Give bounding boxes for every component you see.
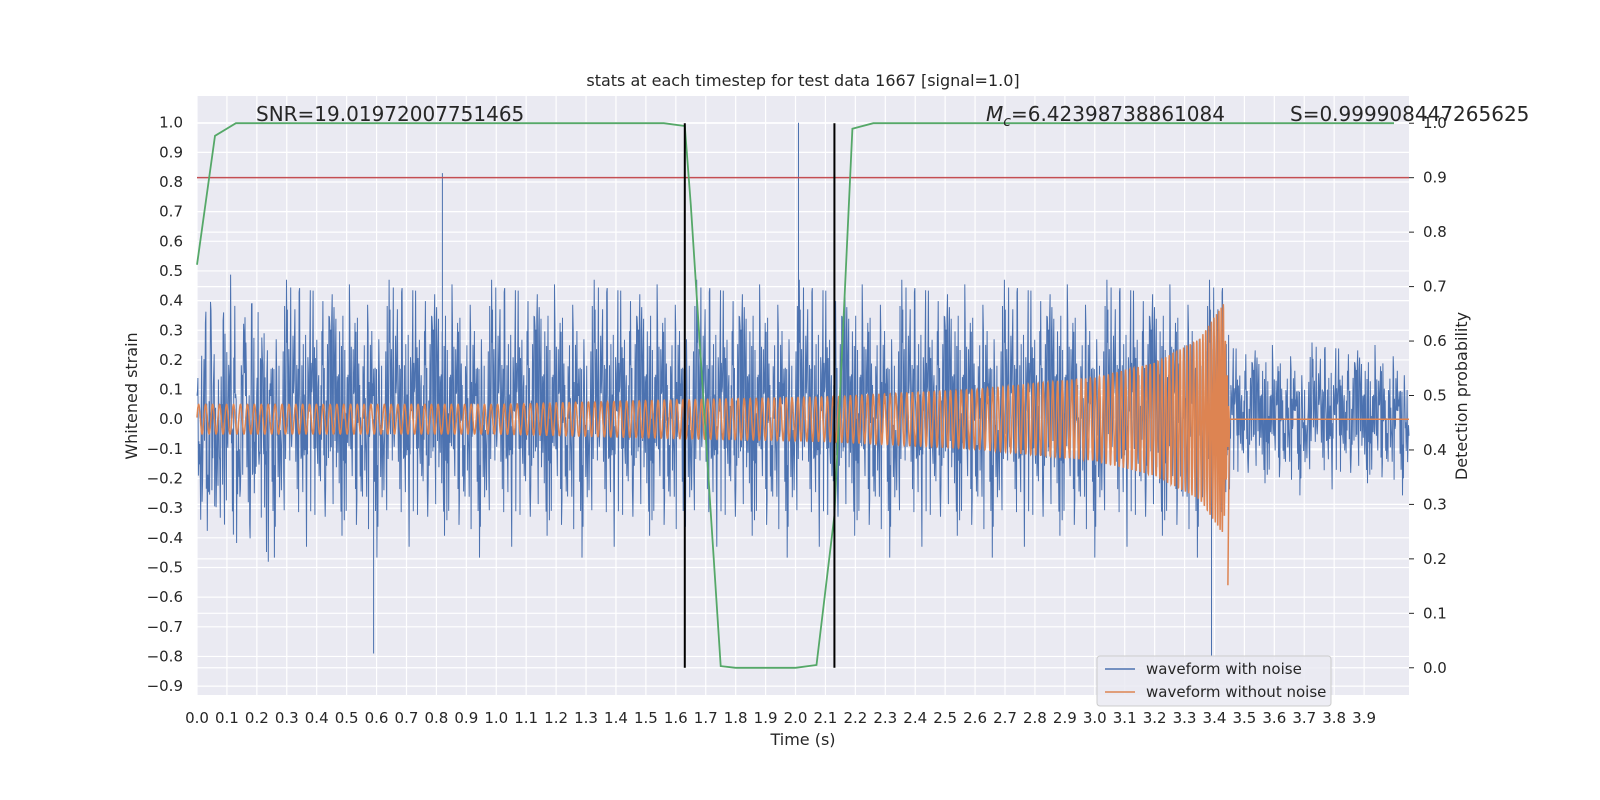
y-tick-labels: 1.0 0.9 0.8 0.7 0.6 0.5 0.4 0.3 0.2 0.1 0.0 −0.1 −0.… xyxy=(147,114,183,695)
y-tick-label: 0.5 xyxy=(159,262,183,280)
y-tick-label: 0.3 xyxy=(159,321,183,339)
y2-axis-label: Detection probability xyxy=(1452,312,1471,480)
x-tick-label: 2.1 xyxy=(814,709,838,727)
x-tick-label: 3.9 xyxy=(1352,709,1376,727)
x-tick-label: 1.1 xyxy=(514,709,538,727)
y2-tick-label: 0.8 xyxy=(1423,223,1447,241)
x-tick-label: 1.2 xyxy=(544,709,568,727)
x-tick-label: 3.6 xyxy=(1262,709,1286,727)
y-axis-label: Whitened strain xyxy=(122,332,141,459)
y-tick-label: 1.0 xyxy=(159,114,183,132)
x-tick-label: 1.7 xyxy=(694,709,718,727)
y2-tick-label: 0.3 xyxy=(1423,495,1447,513)
y2-tick-label: 0.2 xyxy=(1423,550,1447,568)
x-tick-label: 2.7 xyxy=(993,709,1017,727)
y-tick-label: −0.3 xyxy=(147,499,183,517)
y-tick-label: −0.2 xyxy=(147,470,183,488)
chirp-mass-annotation: Mc=6.42398738861084 xyxy=(986,102,1225,130)
y-tick-label: 0.1 xyxy=(159,381,183,399)
x-tick-labels: 0.0 0.1 0.2 0.3 0.4 0.5 0.6 0.7 0.8 0.9 1.0 1.1 1.2 1… xyxy=(185,709,1376,727)
x-tick-label: 0.7 xyxy=(395,709,419,727)
s-annotation: S=0.999908447265625 xyxy=(1290,102,1529,126)
x-tick-label: 1.8 xyxy=(724,709,748,727)
x-tick-label: 3.0 xyxy=(1083,709,1107,727)
x-tick-label: 0.1 xyxy=(215,709,239,727)
x-tick-label: 2.3 xyxy=(873,709,897,727)
series-waveform-without-noise xyxy=(196,304,1409,586)
legend-label-noise: waveform with noise xyxy=(1146,660,1302,678)
x-tick-label: 3.7 xyxy=(1292,709,1316,727)
y-tick-label: −0.5 xyxy=(147,558,183,576)
y-tick-label: −0.9 xyxy=(147,677,183,695)
series-detection-probability xyxy=(196,122,1394,669)
y-tick-label: −0.8 xyxy=(147,647,183,665)
legend: waveform with noise waveform without noi… xyxy=(1096,655,1332,707)
x-tick-label: 2.2 xyxy=(843,709,867,727)
y2-tick-label: 0.6 xyxy=(1423,332,1447,350)
x-tick-label: 2.0 xyxy=(784,709,808,727)
x-tick-label: 1.0 xyxy=(484,709,508,727)
x-tick-label: 3.2 xyxy=(1143,709,1167,727)
y2-tick-label: 0.9 xyxy=(1423,169,1447,187)
x-tick-label: 2.5 xyxy=(933,709,957,727)
y2-tick-labels: 1.0 0.9 0.8 0.7 0.6 0.5 0.4 0.3 0.2 0.1 0.0 xyxy=(1423,114,1447,677)
y2-tick-label: 0.5 xyxy=(1423,387,1447,405)
snr-annotation: SNR=19.01972007751465 xyxy=(256,102,524,126)
y-tick-label: 0.0 xyxy=(159,410,183,428)
x-tick-label: 0.2 xyxy=(245,709,269,727)
x-tick-label: 2.6 xyxy=(963,709,987,727)
x-tick-label: 1.5 xyxy=(634,709,658,727)
y-tick-label: −0.7 xyxy=(147,618,183,636)
x-tick-label: 2.4 xyxy=(903,709,927,727)
x-tick-label: 0.6 xyxy=(365,709,389,727)
x-tick-label: 3.4 xyxy=(1203,709,1227,727)
y-tick-label: 0.9 xyxy=(159,143,183,161)
y2-tick-label: 0.7 xyxy=(1423,278,1447,296)
y-tick-label: 0.2 xyxy=(159,351,183,369)
x-tick-label: 0.5 xyxy=(335,709,359,727)
x-tick-label: 3.1 xyxy=(1113,709,1137,727)
x-tick-label: 3.8 xyxy=(1322,709,1346,727)
y2-tick-label: 0.0 xyxy=(1423,659,1447,677)
x-tick-label: 0.0 xyxy=(185,709,209,727)
series-waveform-with-noise xyxy=(196,122,1410,657)
y2-tick-label: 0.1 xyxy=(1423,604,1447,622)
y-tick-label: 0.4 xyxy=(159,292,183,310)
x-tick-label: 3.3 xyxy=(1173,709,1197,727)
y-tick-label: 0.8 xyxy=(159,173,183,191)
chart-title: stats at each timestep for test data 166… xyxy=(586,71,1019,90)
x-tick-label: 2.9 xyxy=(1053,709,1077,727)
y-tick-label: −0.4 xyxy=(147,529,183,547)
x-axis-label: Time (s) xyxy=(769,730,835,749)
x-tick-label: 2.8 xyxy=(1023,709,1047,727)
y-tick-label: −0.1 xyxy=(147,440,183,458)
x-tick-label: 1.3 xyxy=(574,709,598,727)
x-tick-label: 1.4 xyxy=(604,709,628,727)
x-tick-label: 0.3 xyxy=(275,709,299,727)
y-tick-label: −0.6 xyxy=(147,588,183,606)
y2-tick-label: 0.4 xyxy=(1423,441,1447,459)
y2-tick-label: 1.0 xyxy=(1423,114,1447,132)
legend-box xyxy=(1096,655,1332,707)
x-tick-label: 1.6 xyxy=(664,709,688,727)
y-tick-label: 0.6 xyxy=(159,232,183,250)
x-tick-label: 0.9 xyxy=(454,709,478,727)
y-tick-label: 0.7 xyxy=(159,203,183,221)
x-tick-label: 0.8 xyxy=(424,709,448,727)
x-tick-label: 3.5 xyxy=(1232,709,1256,727)
x-tick-label: 1.9 xyxy=(754,709,778,727)
x-tick-label: 0.4 xyxy=(305,709,329,727)
legend-label-clean: waveform without noise xyxy=(1146,683,1326,701)
